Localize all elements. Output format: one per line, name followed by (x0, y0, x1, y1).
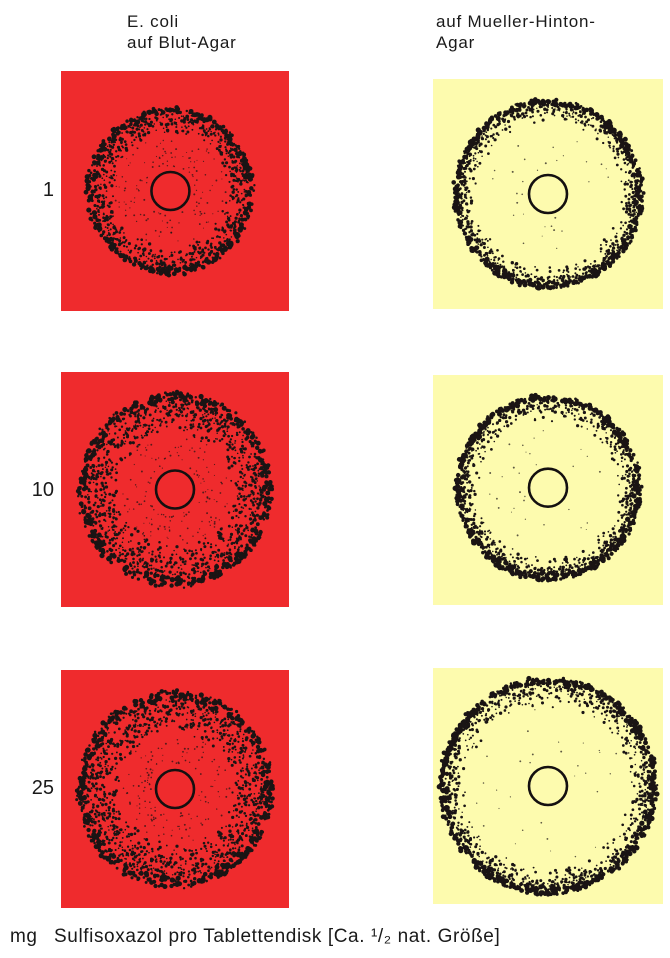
footer-unit: mg (10, 926, 38, 947)
colony-ring (74, 688, 275, 890)
column-header-mueller-hinton: auf Mueller-Hinton- Agar (436, 11, 596, 53)
agar-background (61, 372, 289, 607)
plate-blood-dose-1 (61, 71, 289, 311)
column-header-line: E. coli (127, 12, 179, 31)
antibiotic-disk (150, 170, 191, 212)
agar-plate (61, 372, 289, 607)
column-header-blood-agar: E. coli auf Blut-Agar (127, 11, 237, 53)
agar-background (433, 668, 663, 904)
column-header-line: Agar (436, 33, 476, 52)
agar-plate (433, 79, 663, 309)
agar-plate (433, 375, 663, 605)
antibiotic-disk (154, 768, 196, 810)
antibiotic-disk (527, 765, 569, 807)
dose-label-1: 1 (42, 179, 54, 201)
colony-ring (452, 392, 644, 583)
colony-ring (436, 675, 660, 897)
column-header-line: auf Mueller-Hinton- (436, 12, 596, 31)
agar-plate (61, 670, 289, 908)
antibiotic-disk (527, 467, 569, 508)
plate-mh-dose-25 (433, 668, 663, 904)
plate-mh-dose-1 (433, 79, 663, 309)
plate-blood-dose-25 (61, 670, 289, 908)
colony-ring (75, 389, 275, 589)
colony-ring (83, 105, 256, 278)
column-header-line: auf Blut-Agar (127, 33, 237, 52)
dose-label-25: 25 (31, 777, 54, 799)
agar-plate (433, 668, 663, 904)
antibiotic-disk (154, 469, 196, 510)
plate-blood-dose-10 (61, 372, 289, 607)
agar-background (433, 79, 663, 309)
footer-text: Sulfisoxazol pro Tablettendisk [Ca. ¹/₂ … (54, 926, 501, 947)
dose-label-10: 10 (31, 479, 54, 501)
plate-mh-dose-10 (433, 375, 663, 605)
footer-caption: mg Sulfisoxazol pro Tablettendisk [Ca. ¹/… (10, 926, 500, 948)
antibiotic-disk (527, 173, 569, 215)
colony-ring (451, 97, 646, 291)
agar-plate (61, 71, 289, 311)
